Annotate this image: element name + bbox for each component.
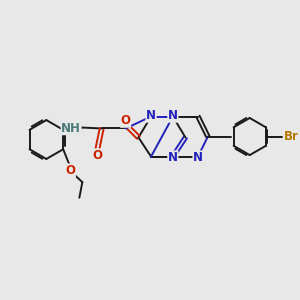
Text: N: N bbox=[146, 109, 156, 122]
Text: O: O bbox=[92, 149, 102, 162]
Text: N: N bbox=[193, 151, 203, 164]
Text: NH: NH bbox=[61, 122, 81, 135]
Text: O: O bbox=[65, 164, 75, 177]
Text: Br: Br bbox=[284, 130, 299, 143]
Text: O: O bbox=[121, 114, 130, 127]
Text: N: N bbox=[168, 109, 178, 122]
Text: N: N bbox=[168, 151, 178, 164]
